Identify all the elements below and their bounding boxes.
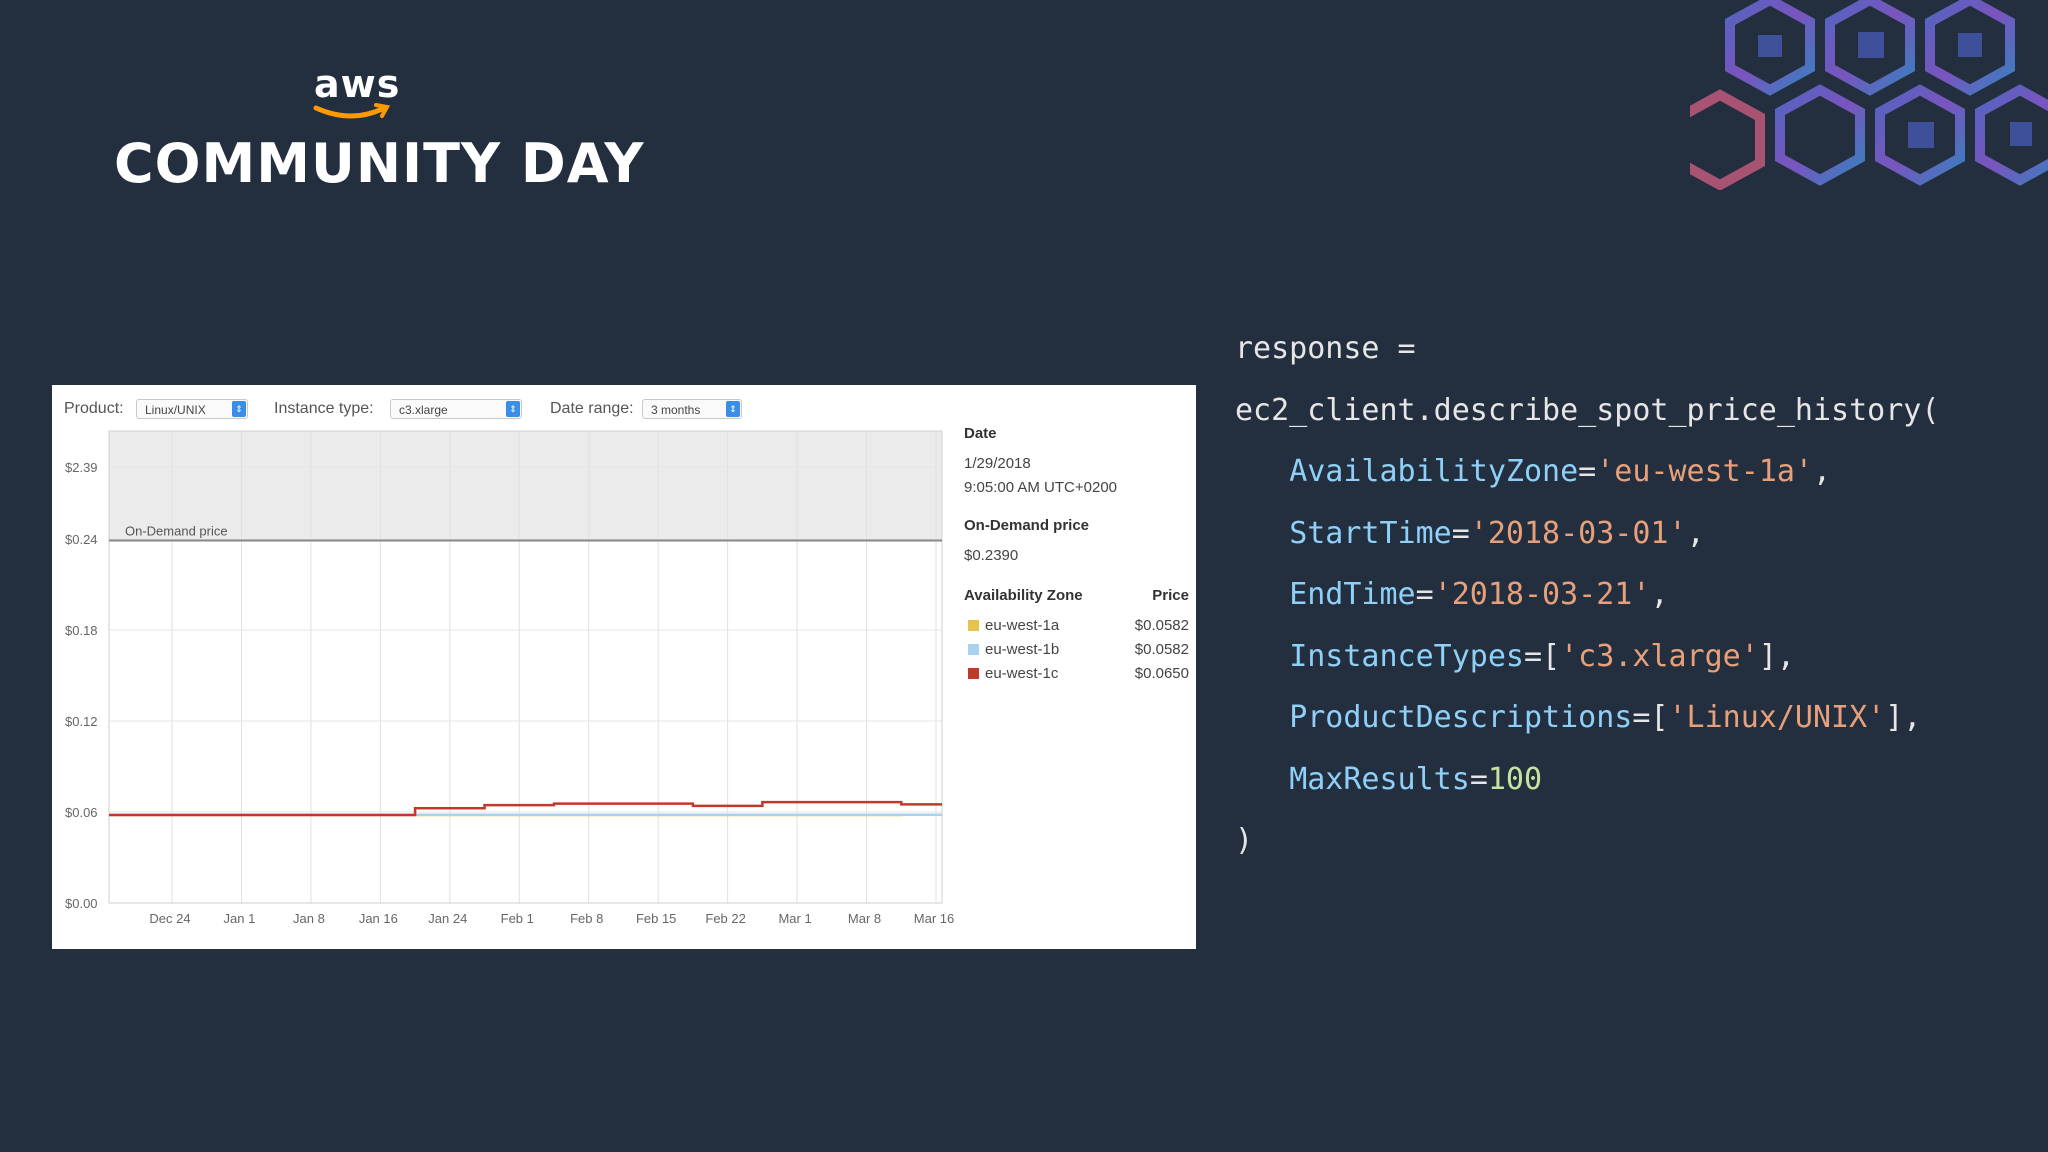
y-tick-label: $0.12 [65, 714, 98, 729]
code-arg-punct: ], [1758, 638, 1795, 674]
code-arg-punct: , [1650, 577, 1669, 612]
on-demand-heading: On-Demand price [964, 517, 1090, 534]
series-line-eu-west-1c [109, 800, 942, 817]
code-arg-punct: , [1686, 515, 1705, 551]
date-value: 1/29/2018 [964, 455, 1031, 472]
x-tick-label: Feb 8 [570, 911, 603, 926]
code-arg-operator: =[ [1524, 638, 1561, 674]
on-demand-value: $0.2390 [964, 547, 1019, 564]
code-arg-operator: = [1415, 577, 1434, 612]
zone-column-header: Availability Zone [964, 587, 1083, 604]
select-arrow-icon: ⇕ [232, 401, 246, 417]
event-title: COMMUNITY DAY [114, 132, 645, 195]
code-line: ec2_client.describe_spot_price_history( [1235, 392, 1940, 428]
zone-row: eu-west-1c [968, 665, 1058, 682]
zone-row: eu-west-1a [968, 617, 1059, 634]
y-tick-label: $0.18 [65, 623, 98, 638]
x-tick-label: Feb 1 [501, 911, 534, 926]
zone-name: eu-west-1c [985, 665, 1059, 682]
date-range-select-value: 3 months [651, 403, 701, 417]
aws-smile-icon [313, 103, 391, 119]
on-demand-annotation: On-Demand price [125, 524, 228, 539]
code-line: response = [1235, 331, 1416, 366]
x-tick-label: Jan 1 [224, 911, 256, 926]
y-tick-label: $0.24 [65, 532, 98, 547]
code-snippet: response = ec2_client.describe_spot_price… [1235, 318, 1939, 872]
code-line: ) [1235, 823, 1254, 858]
product-label: Product: [64, 400, 124, 417]
code-arg-operator: = [1451, 515, 1470, 551]
spot-price-history-screenshot: Product: Linux/UNIX ⇕ Instance type: c3.… [52, 385, 1196, 949]
chart-toolbar: Product: Linux/UNIX ⇕ Instance type: c3.… [52, 385, 1196, 435]
code-arg-value: 'Linux/UNIX' [1668, 700, 1886, 735]
zone-price: $0.0582 [1134, 641, 1189, 658]
product-select-value: Linux/UNIX [145, 403, 206, 417]
x-tick-label: Feb 15 [636, 911, 676, 926]
code-arg-value: '2018-03-01' [1469, 515, 1687, 551]
x-tick-label: Mar 8 [848, 911, 881, 926]
code-arg-line: EndTime='2018-03-21', [1235, 564, 1939, 626]
spot-price-chart[interactable]: Dec 24 Jan 1 Jan 8 Jan 16 Jan 24 Feb 1 Feb 8 Fe… [52, 385, 964, 949]
hexagon-pattern-icon [1690, 0, 2048, 190]
plot-border [108, 430, 943, 904]
aws-wordmark: aws [314, 62, 401, 106]
x-tick-label: Dec 24 [149, 911, 190, 926]
code-arg-key: MaxResults [1289, 761, 1470, 797]
code-arg-punct: , [1812, 454, 1832, 489]
zone-name: eu-west-1b [985, 641, 1060, 658]
y-tick-label: $0.00 [65, 896, 98, 911]
code-arg-key: ProductDescriptions [1289, 700, 1633, 735]
legend-swatch-icon [968, 644, 979, 655]
time-value: 9:05:00 AM UTC+0200 [964, 479, 1118, 496]
legend-swatch-icon [968, 620, 979, 631]
select-arrow-icon: ⇕ [726, 401, 740, 417]
select-arrow-icon: ⇕ [506, 401, 520, 417]
date-range-select[interactable]: 3 months ⇕ [642, 399, 742, 419]
code-arg-value: 'eu-west-1a' [1596, 454, 1813, 489]
code-arg-value: 100 [1487, 761, 1543, 797]
zone-price: $0.0582 [1134, 617, 1189, 634]
code-arg-line: AvailabilityZone='eu-west-1a', [1235, 441, 1939, 503]
x-tick-label: Jan 8 [293, 911, 325, 926]
x-tick-label: Mar 1 [778, 911, 811, 926]
x-tick-label: Mar 16 [914, 911, 954, 926]
code-arg-value: 'c3.xlarge' [1560, 638, 1759, 674]
code-arg-key: InstanceTypes [1289, 638, 1524, 674]
legend-swatch-icon [968, 668, 979, 679]
y-tick-label: $0.06 [65, 805, 98, 820]
zone-price: $0.0650 [1134, 665, 1189, 682]
code-arg-line: MaxResults=100 [1235, 749, 1939, 811]
zone-name: eu-west-1a [985, 617, 1060, 634]
code-arg-key: EndTime [1289, 577, 1416, 612]
code-arg-operator: =[ [1632, 700, 1669, 735]
y-tick-label: $2.39 [65, 460, 98, 475]
x-tick-label: Feb 22 [705, 911, 745, 926]
x-tick-label: Jan 24 [428, 911, 467, 926]
x-tick-label: Jan 16 [359, 911, 398, 926]
above-on-demand-area [109, 431, 942, 541]
instance-type-label: Instance type: [274, 400, 374, 417]
code-arg-key: AvailabilityZone [1289, 454, 1579, 489]
code-arg-line: InstanceTypes=['c3.xlarge'], [1235, 626, 1939, 688]
code-arg-operator: = [1578, 454, 1597, 489]
zone-row: eu-west-1b [968, 641, 1059, 658]
code-arg-line: StartTime='2018-03-01', [1235, 503, 1939, 565]
code-arg-punct: ], [1885, 700, 1922, 735]
aws-community-day-logo: aws COMMUNITY DAY [114, 62, 643, 202]
code-arg-key: StartTime [1289, 515, 1452, 551]
code-arg-value: '2018-03-21' [1433, 577, 1651, 612]
product-select[interactable]: Linux/UNIX ⇕ [136, 399, 248, 419]
code-arg-operator: = [1469, 761, 1488, 797]
code-arg-line: ProductDescriptions=['Linux/UNIX'], [1235, 687, 1939, 749]
price-column-header: Price [1152, 587, 1189, 604]
instance-type-select[interactable]: c3.xlarge ⇕ [390, 399, 522, 419]
instance-type-select-value: c3.xlarge [399, 403, 448, 417]
date-range-label: Date range: [550, 400, 634, 417]
date-heading: Date [964, 425, 997, 442]
